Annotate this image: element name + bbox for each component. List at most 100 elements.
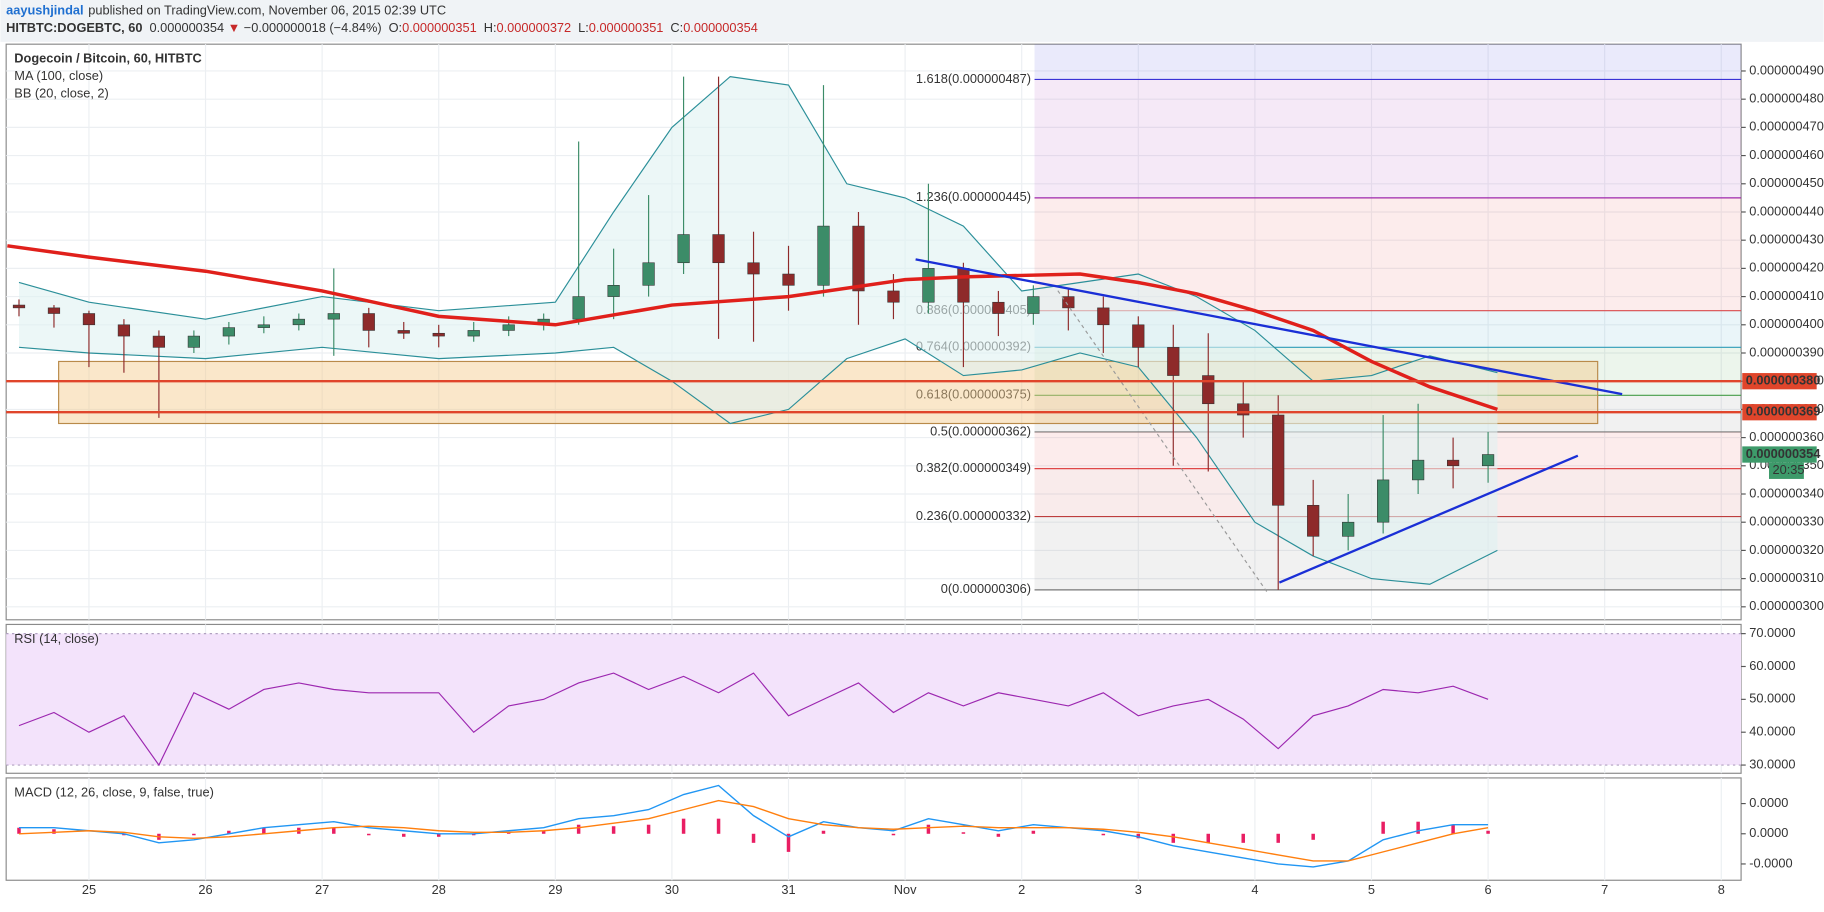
candle-body [1412, 459, 1425, 481]
author[interactable]: aayushjindal [6, 3, 83, 18]
candle-body [1027, 296, 1040, 314]
candle-body [502, 324, 515, 331]
candle-body [362, 313, 375, 331]
price-tag [1742, 404, 1817, 421]
candle-body [47, 307, 61, 314]
macd-histogram [402, 833, 406, 837]
macd-histogram [1311, 833, 1315, 840]
fib-label: 0.382(0.000000349) [916, 460, 1031, 475]
candle-body [677, 234, 690, 264]
y-tick-label: 0.000000490 [1749, 62, 1824, 77]
ohlc-label: L: [578, 20, 589, 35]
x-tick-label: 31 [781, 882, 795, 897]
ma-line [7, 244, 1498, 412]
candle-body [852, 225, 865, 292]
last-price: 0.000000354 [149, 20, 224, 35]
candle-body [712, 234, 725, 264]
macd-histogram [1136, 833, 1141, 839]
macd-histogram [541, 830, 546, 834]
candle-body [1062, 296, 1075, 309]
fib-label: 1.236(0.000000445) [916, 189, 1031, 204]
macd-histogram [227, 830, 231, 834]
macd-histogram [996, 833, 1001, 837]
macd-histogram [1416, 821, 1420, 834]
macd-histogram [716, 818, 721, 834]
y-tick-label: 40.0000 [1749, 724, 1795, 739]
candle-body [1132, 324, 1145, 348]
ohlc-value: 0.000000354 [683, 20, 758, 35]
y-tick-label: 0.0000 [1749, 795, 1788, 810]
x-tick-label: 6 [1485, 882, 1492, 897]
macd-histogram [332, 827, 336, 834]
direction: ▼ [228, 20, 241, 35]
symbol: HITBTC:DOGEBTC, 60 [6, 20, 142, 35]
candle-body [432, 332, 445, 337]
candle-body [1377, 479, 1390, 523]
macd-histogram [786, 833, 791, 852]
macd-histogram [1171, 833, 1176, 843]
candle-body [222, 327, 235, 337]
header-line-1: aayushjindal published on TradingView.com… [6, 3, 446, 18]
macd-histogram [1101, 833, 1106, 836]
candle-body [817, 225, 830, 286]
price-tag-label: 0.000000354 [1746, 446, 1822, 461]
candle-body [1272, 414, 1285, 506]
rsi-band [6, 633, 1742, 766]
macd-histogram [1486, 830, 1490, 834]
y-tick-label: 0.000000310 [1749, 570, 1824, 585]
candle-body [607, 285, 620, 297]
macd-histogram [611, 826, 616, 834]
candle-body [887, 290, 900, 303]
x-tick-label: 3 [1135, 882, 1142, 897]
countdown: 20:35 [1772, 462, 1804, 477]
macd-histogram [1241, 833, 1245, 843]
ohlc-value: 0.000000351 [589, 20, 664, 35]
fib-label: 1.618(0.000000487) [916, 71, 1031, 86]
y-tick-label: 30.0000 [1749, 756, 1795, 771]
candle-body [992, 301, 1005, 314]
candle-body [397, 330, 410, 334]
y-tick-label: 0.000000450 [1749, 175, 1824, 190]
pane [5, 777, 1742, 881]
y-tick-label: 0.000000390 [1749, 344, 1824, 359]
candle-body [1167, 347, 1180, 376]
x-tick-label: 2 [1018, 882, 1025, 897]
candle-body [187, 335, 200, 348]
macd-line [18, 784, 1489, 868]
macd-histogram [576, 824, 581, 834]
candle-body [292, 318, 305, 326]
macd-histogram [1031, 830, 1036, 834]
candle-body [152, 335, 166, 348]
macd-histogram [52, 829, 56, 834]
macd-histogram [646, 824, 651, 834]
rsi-line [18, 672, 1489, 767]
macd-histogram [506, 832, 511, 834]
fib-label: 0.618(0.000000375) [916, 387, 1031, 402]
ohlc-label: H: [484, 20, 497, 35]
bb-lower [18, 338, 1498, 585]
pane-title: MACD (12, 26, close, 9, false, true) [14, 784, 214, 799]
candle-body [467, 330, 480, 337]
x-tick-label: Nov [894, 882, 917, 897]
fib-band [1034, 44, 1742, 80]
x-tick-label: 26 [198, 882, 212, 897]
y-tick-label: 0.000000410 [1749, 288, 1824, 303]
legend-entry: MA (100, close) [14, 68, 103, 83]
fib-band [1034, 79, 1742, 198]
macd-histogram [821, 830, 826, 834]
published: published on TradingView.com, November 0… [88, 3, 446, 18]
candle-body [1097, 307, 1110, 326]
y-tick-label: 0.000000360 [1749, 429, 1824, 444]
pane-title: Dogecoin / Bitcoin, 60, HITBTC [14, 51, 201, 66]
y-tick-label: 70.0000 [1749, 625, 1795, 640]
macd-histogram [122, 833, 126, 836]
x-tick-label: 30 [665, 882, 679, 897]
legend-entry: BB (20, close, 2) [14, 86, 108, 101]
candle-body [782, 273, 795, 286]
candle-body [257, 324, 270, 328]
candle-body [12, 304, 26, 309]
macd-histogram [1276, 833, 1280, 843]
y-tick-label: 60.0000 [1749, 658, 1795, 673]
candle-body [117, 324, 131, 337]
